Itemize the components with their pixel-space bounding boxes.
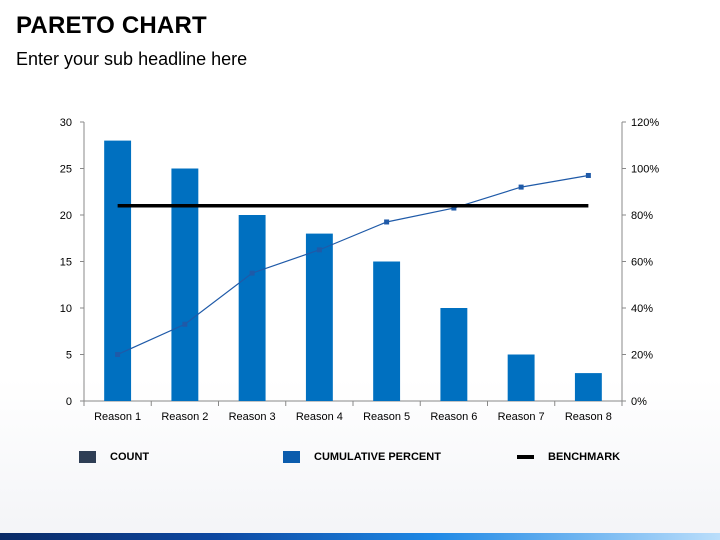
x-tick-label: Reason 4 bbox=[296, 411, 343, 423]
y-tick-label-right: 80% bbox=[631, 210, 653, 222]
bar bbox=[507, 354, 535, 401]
page-subtitle: Enter your sub headline here bbox=[16, 49, 248, 69]
bar bbox=[305, 233, 333, 401]
chart-legend: COUNT CUMULATIVE PERCENT BENCHMARK bbox=[0, 451, 720, 471]
x-tick-label: Reason 1 bbox=[94, 411, 141, 423]
bar bbox=[171, 168, 199, 401]
y-tick-label-right: 40% bbox=[631, 303, 653, 315]
cumulative-percent-point bbox=[518, 184, 524, 190]
cumulative-percent-point bbox=[451, 205, 457, 211]
legend-swatch-cumulative bbox=[283, 451, 300, 463]
y-tick-label-left: 0 bbox=[66, 396, 72, 408]
footer-accent-bar bbox=[0, 533, 720, 540]
y-tick-label-right: 60% bbox=[631, 257, 653, 269]
y-tick-label-right: 20% bbox=[631, 350, 653, 362]
y-tick-label-right: 100% bbox=[631, 164, 659, 176]
y-tick-label-right: 120% bbox=[631, 117, 659, 129]
bar bbox=[373, 261, 401, 401]
legend-swatch-count bbox=[79, 451, 96, 463]
bar bbox=[238, 215, 266, 401]
page-title: PARETO CHART bbox=[16, 12, 207, 39]
y-tick-label-left: 10 bbox=[60, 303, 72, 315]
y-tick-label-left: 20 bbox=[60, 210, 72, 222]
legend-item-benchmark: BENCHMARK bbox=[517, 451, 620, 463]
cumulative-percent-point bbox=[249, 270, 255, 276]
y-tick-label-right: 0% bbox=[631, 396, 647, 408]
cumulative-percent-line bbox=[117, 174, 589, 356]
y-tick-label-left: 25 bbox=[60, 164, 72, 176]
legend-label-count: COUNT bbox=[110, 451, 150, 463]
legend-label-benchmark: BENCHMARK bbox=[548, 451, 621, 463]
x-tick-label: Reason 7 bbox=[498, 411, 545, 423]
legend-label-cumulative: CUMULATIVE PERCENT bbox=[314, 451, 441, 463]
pareto-chart: 0 5 10 15 20 25 30 0% 20% 40% 60% 80% 100% 120% Reason… bbox=[60, 117, 660, 423]
cumulative-percent-point bbox=[384, 219, 390, 225]
x-tick-label: Reason 8 bbox=[565, 411, 612, 423]
y-tick-label-left: 30 bbox=[60, 117, 72, 129]
legend-item-cumulative: CUMULATIVE PERCENT bbox=[283, 451, 441, 463]
y-tick-label-left: 15 bbox=[60, 257, 72, 269]
legend-item-count: COUNT bbox=[79, 451, 149, 463]
bar bbox=[440, 308, 468, 401]
cumulative-percent-point bbox=[115, 352, 121, 357]
bar bbox=[104, 140, 132, 401]
legend-swatch-benchmark bbox=[517, 455, 534, 459]
x-tick-label: Reason 3 bbox=[229, 411, 276, 423]
x-tick-label: Reason 6 bbox=[430, 411, 477, 423]
cumulative-percent-point bbox=[182, 321, 188, 327]
x-tick-label: Reason 2 bbox=[161, 411, 208, 423]
y-tick-label-left: 5 bbox=[66, 350, 72, 362]
cumulative-percent-point bbox=[585, 172, 591, 178]
cumulative-percent-point bbox=[316, 247, 322, 253]
x-tick-label: Reason 5 bbox=[363, 411, 410, 423]
bar bbox=[574, 373, 602, 401]
